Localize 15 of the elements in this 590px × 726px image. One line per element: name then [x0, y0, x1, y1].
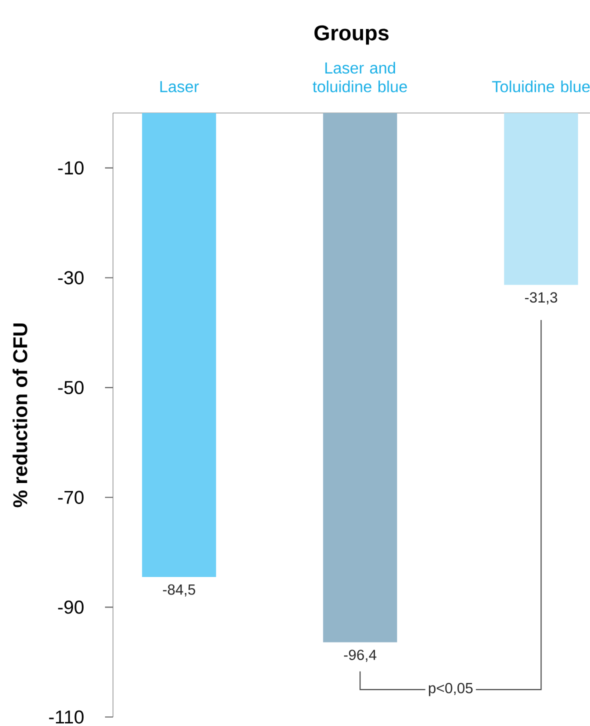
data-label: -84,5 — [163, 584, 196, 596]
annotation: p<0,05 — [428, 682, 473, 696]
data-label: -96,4 — [344, 650, 376, 662]
x-tick-label: Laser — [160, 81, 199, 92]
chart-title: Groups — [314, 25, 389, 45]
y-tick-label: -70 — [58, 490, 84, 504]
y-tick-label: -10 — [58, 161, 84, 175]
data-label: -31,3 — [525, 292, 558, 304]
y-tick-label: -30 — [58, 271, 84, 284]
y-axis-title: % reduction of CFU — [12, 323, 28, 508]
y-tick-label: -90 — [58, 600, 84, 614]
y-tick-label: -50 — [58, 380, 84, 394]
x-tick-label: Toluidine blue — [492, 80, 590, 92]
y-tick-label: -110 — [49, 710, 84, 724]
x-tick-label: Laser and toluidine blue — [312, 62, 407, 92]
